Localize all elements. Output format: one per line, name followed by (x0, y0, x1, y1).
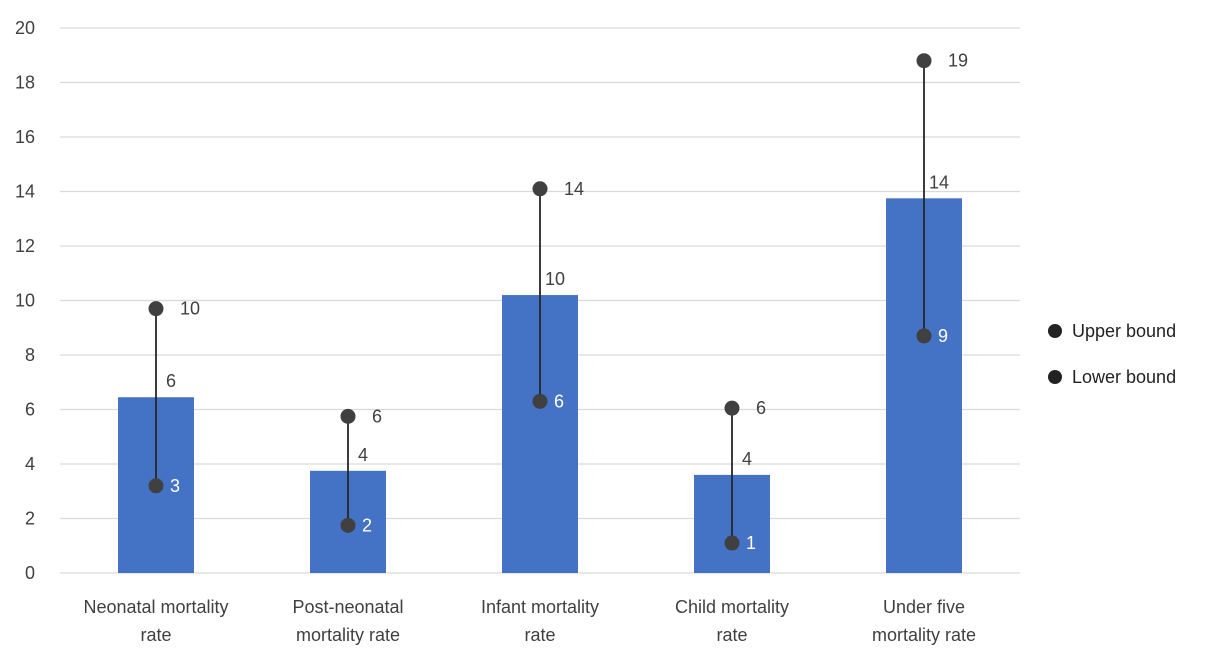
upper-bound-point (148, 301, 164, 317)
y-tick-label: 6 (25, 400, 35, 420)
x-axis-tick-labels: Neonatal mortality rate Post-neonatal morta… (83, 597, 976, 645)
x-tick-label-line: mortality rate (296, 625, 400, 645)
x-tick-label: Infant mortality rate (481, 597, 599, 645)
x-tick-label-line: Infant mortality (481, 597, 599, 617)
x-tick-label: Child mortality rate (675, 597, 789, 645)
upper-bound-label: 6 (372, 406, 382, 426)
y-tick-label: 4 (25, 454, 35, 474)
x-tick-label-line: rate (524, 625, 555, 645)
y-axis-tick-labels: 0 2 4 6 8 10 12 14 16 18 20 (15, 18, 35, 583)
upper-bound-point (340, 408, 356, 424)
y-tick-label: 14 (15, 182, 35, 202)
bar-value-label: 6 (166, 371, 176, 391)
bar-value-label: 10 (545, 269, 565, 289)
x-tick-label-line: Child mortality (675, 597, 789, 617)
lower-bound-label: 9 (938, 326, 948, 346)
upper-bound-label: 14 (564, 179, 584, 199)
x-tick-label-line: rate (140, 625, 171, 645)
bound-lines-layer (148, 53, 932, 551)
lower-bound-label: 1 (746, 533, 756, 553)
upper-bound-point (724, 400, 740, 416)
legend-marker-upper-bound (1048, 324, 1062, 338)
legend-item-lower-bound[interactable]: Lower bound (1048, 365, 1176, 389)
x-tick-label-line: Under five (883, 597, 965, 617)
x-tick-label-line: rate (716, 625, 747, 645)
y-tick-label: 18 (15, 73, 35, 93)
lower-bound-point (340, 517, 356, 533)
upper-bound-label: 19 (948, 51, 968, 71)
y-tick-label: 2 (25, 509, 35, 529)
legend-label-lower-bound: Lower bound (1072, 366, 1177, 387)
x-tick-label-line: Post-neonatal (292, 597, 403, 617)
upper-bound-label: 10 (180, 299, 200, 319)
lower-bound-point (916, 328, 932, 344)
lower-bound-point (724, 535, 740, 551)
y-tick-label: 12 (15, 236, 35, 256)
lower-bound-label: 3 (170, 476, 180, 496)
legend-marker-lower-bound (1048, 370, 1062, 384)
lower-bound-label: 2 (362, 515, 372, 535)
y-tick-label: 10 (15, 291, 35, 311)
x-tick-label: Neonatal mortality rate (83, 597, 228, 645)
x-tick-label-line: Neonatal mortality (83, 597, 228, 617)
upper-bound-point (532, 181, 548, 197)
bar-value-label: 4 (358, 445, 368, 465)
y-tick-label: 20 (15, 18, 35, 38)
y-tick-label: 16 (15, 127, 35, 147)
lower-bound-label: 6 (554, 391, 564, 411)
legend: Upper bound Lower bound (1048, 319, 1176, 411)
legend-label-upper-bound: Upper bound (1072, 320, 1177, 341)
x-tick-label: Under five mortality rate (872, 597, 976, 645)
lower-bound-point (148, 478, 164, 494)
x-tick-label: Post-neonatal mortality rate (292, 597, 403, 645)
upper-bound-label: 6 (756, 398, 766, 418)
y-tick-label: 0 (25, 563, 35, 583)
y-tick-label: 8 (25, 345, 35, 365)
upper-bound-point (916, 53, 932, 69)
bar-value-label: 14 (929, 172, 949, 192)
x-tick-label-line: mortality rate (872, 625, 976, 645)
bar-value-label: 4 (742, 449, 752, 469)
lower-bound-point (532, 393, 548, 409)
legend-item-upper-bound[interactable]: Upper bound (1048, 319, 1176, 343)
